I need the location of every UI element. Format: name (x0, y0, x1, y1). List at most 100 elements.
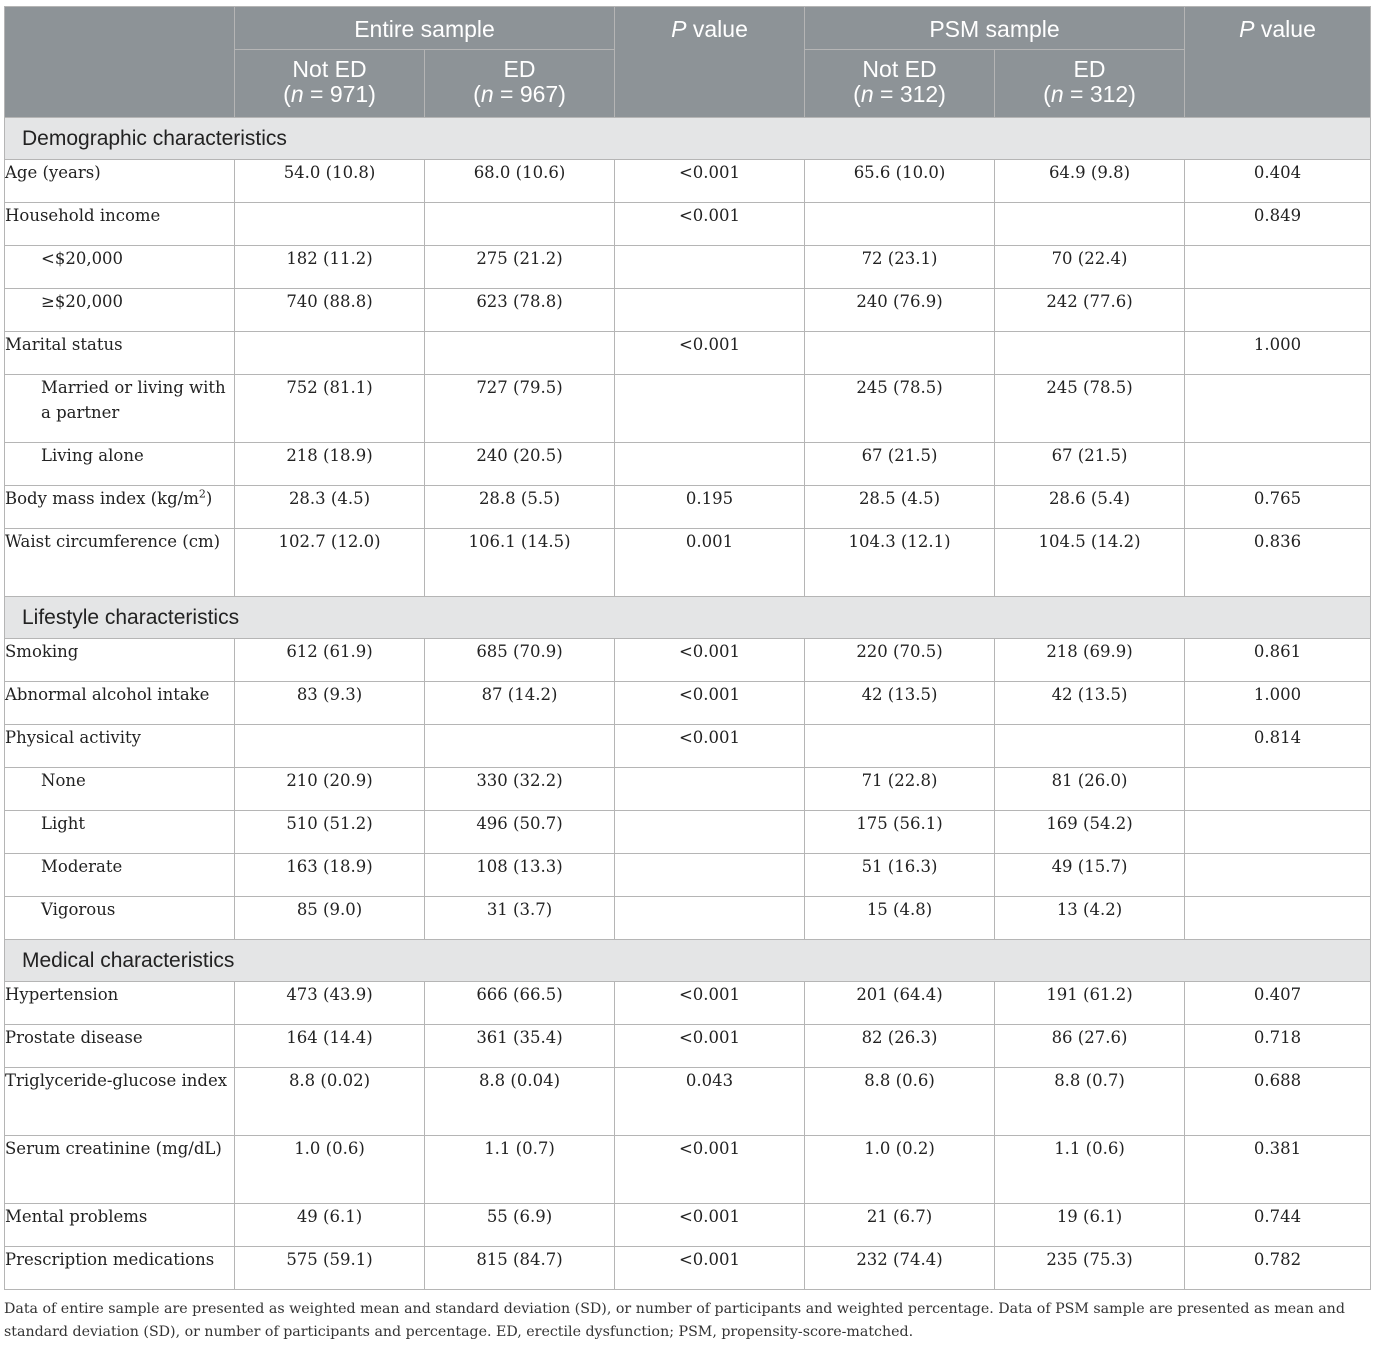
row-label-text: Prescription medications (5, 1250, 215, 1269)
table-cell (614, 288, 805, 332)
table-cell: 218 (69.9) (994, 638, 1185, 682)
table-cell: <0.001 (614, 1246, 805, 1290)
row-label: Marital status (4, 331, 235, 375)
table-cell: 0.849 (1184, 202, 1371, 246)
table-cell: 104.5 (14.2) (994, 528, 1185, 597)
table-cell: 67 (21.5) (994, 442, 1185, 486)
table-cell: 0.782 (1184, 1246, 1371, 1290)
table-cell: 275 (21.2) (424, 245, 615, 289)
table-cell (1184, 442, 1371, 486)
header-p-value-entire: P value (614, 6, 805, 118)
table-row: Abnormal alcohol intake 83 (9.3) 87 (14.2)… (4, 681, 1371, 725)
table-cell (234, 202, 425, 246)
row-label-text: ≥$20,000 (41, 292, 124, 311)
row-label-text: Vigorous (41, 900, 116, 919)
table-cell: 0.407 (1184, 981, 1371, 1025)
table-cell (614, 896, 805, 940)
table-cell: 0.043 (614, 1067, 805, 1136)
p-value-italic-p: P (671, 16, 687, 42)
table-cell: 8.8 (0.04) (424, 1067, 615, 1136)
group-label: ED (1073, 56, 1106, 82)
table-cell: 67 (21.5) (804, 442, 995, 486)
table-row: Vigorous 85 (9.0) 31 (3.7) 15 (4.8) 13 (4.2) (4, 896, 1371, 940)
table-cell: 685 (70.9) (424, 638, 615, 682)
table-cell: 235 (75.3) (994, 1246, 1185, 1290)
table-cell (614, 810, 805, 854)
table-cell: 72 (23.1) (804, 245, 995, 289)
row-label-text: Smoking (5, 642, 79, 661)
table-cell: 0.195 (614, 485, 805, 529)
p-value-label: value (686, 16, 748, 42)
row-label-text: Marital status (5, 335, 123, 354)
row-label: Vigorous (4, 896, 235, 940)
n-symbol: n (1050, 81, 1064, 107)
table-cell: 330 (32.2) (424, 767, 615, 811)
table-row: Waist circumference (cm) 102.7 (12.0) 106.… (4, 528, 1371, 597)
table-cell: <0.001 (614, 1024, 805, 1068)
table-cell (424, 202, 615, 246)
table-cell: 85 (9.0) (234, 896, 425, 940)
table-cell (234, 724, 425, 768)
table-row: <$20,000 182 (11.2) 275 (21.2) 72 (23.1) 70 … (4, 245, 1371, 289)
table-cell: 0.765 (1184, 485, 1371, 529)
table-cell: 182 (11.2) (234, 245, 425, 289)
table-row: Triglyceride-glucose index 8.8 (0.02) 8.8 … (4, 1067, 1371, 1136)
table-cell: 1.1 (0.6) (994, 1135, 1185, 1204)
table-cell: 28.6 (5.4) (994, 485, 1185, 529)
table-cell: 240 (20.5) (424, 442, 615, 486)
p-value-label: value (1254, 16, 1316, 42)
table-cell: 727 (79.5) (424, 374, 615, 443)
table-cell: 87 (14.2) (424, 681, 615, 725)
table-cell (1184, 810, 1371, 854)
table-cell: 752 (81.1) (234, 374, 425, 443)
group-count: = 967) (493, 81, 566, 107)
table-cell: 612 (61.9) (234, 638, 425, 682)
table-cell (424, 331, 615, 375)
section-title: Demographic characteristics (4, 117, 1371, 160)
table-cell: 815 (84.7) (424, 1246, 615, 1290)
section-row: Medical characteristics (4, 939, 1371, 982)
table-cell: 31 (3.7) (424, 896, 615, 940)
row-label-text: <$20,000 (41, 249, 124, 268)
row-label-text: Prostate disease (5, 1028, 143, 1047)
table-header: Entire sample P value PSM sample P value… (4, 6, 1371, 118)
row-label-text: Hypertension (5, 985, 119, 1004)
table-cell: 21 (6.7) (804, 1203, 995, 1247)
table-cell: 15 (4.8) (804, 896, 995, 940)
row-label-text: Abnormal alcohol intake (5, 685, 210, 704)
table-cell: 220 (70.5) (804, 638, 995, 682)
header-entire-not-ed: Not ED (n = 971) (234, 49, 425, 118)
header-p-value-psm: P value (1184, 6, 1371, 118)
table-cell (1184, 767, 1371, 811)
row-label-text: Body mass index (kg/m (5, 489, 199, 508)
table-cell: 473 (43.9) (234, 981, 425, 1025)
table-row: Hypertension 473 (43.9) 666 (66.5) <0.001 20… (4, 981, 1371, 1025)
table-cell (614, 442, 805, 486)
table-cell: 1.000 (1184, 681, 1371, 725)
table-cell: 49 (15.7) (994, 853, 1185, 897)
table-cell: 0.381 (1184, 1135, 1371, 1204)
table-cell: 210 (20.9) (234, 767, 425, 811)
table-cell: 163 (18.9) (234, 853, 425, 897)
table-cell (804, 331, 995, 375)
header-entire-sample: Entire sample (234, 6, 615, 50)
table-cell: 575 (59.1) (234, 1246, 425, 1290)
table-cell: 1.000 (1184, 331, 1371, 375)
table-row: Household income <0.001 0.849 (4, 202, 1371, 246)
table-cell: <0.001 (614, 638, 805, 682)
row-label: Abnormal alcohol intake (4, 681, 235, 725)
row-label-text: Serum creatinine (mg/dL) (5, 1139, 222, 1158)
table-row: Moderate 163 (18.9) 108 (13.3) 51 (16.3) 49 … (4, 853, 1371, 897)
row-label: Serum creatinine (mg/dL) (4, 1135, 235, 1204)
row-label: Hypertension (4, 981, 235, 1025)
group-label: ED (503, 56, 536, 82)
row-label: Waist circumference (cm) (4, 528, 235, 597)
table-cell: 169 (54.2) (994, 810, 1185, 854)
header-psm-ed: ED (n = 312) (994, 49, 1185, 118)
row-label-text: Mental problems (5, 1207, 148, 1226)
table-cell: 0.814 (1184, 724, 1371, 768)
row-label-superscript: 2 (198, 487, 206, 501)
row-label: Living alone (4, 442, 235, 486)
table-cell: 81 (26.0) (994, 767, 1185, 811)
table-cell (1184, 288, 1371, 332)
